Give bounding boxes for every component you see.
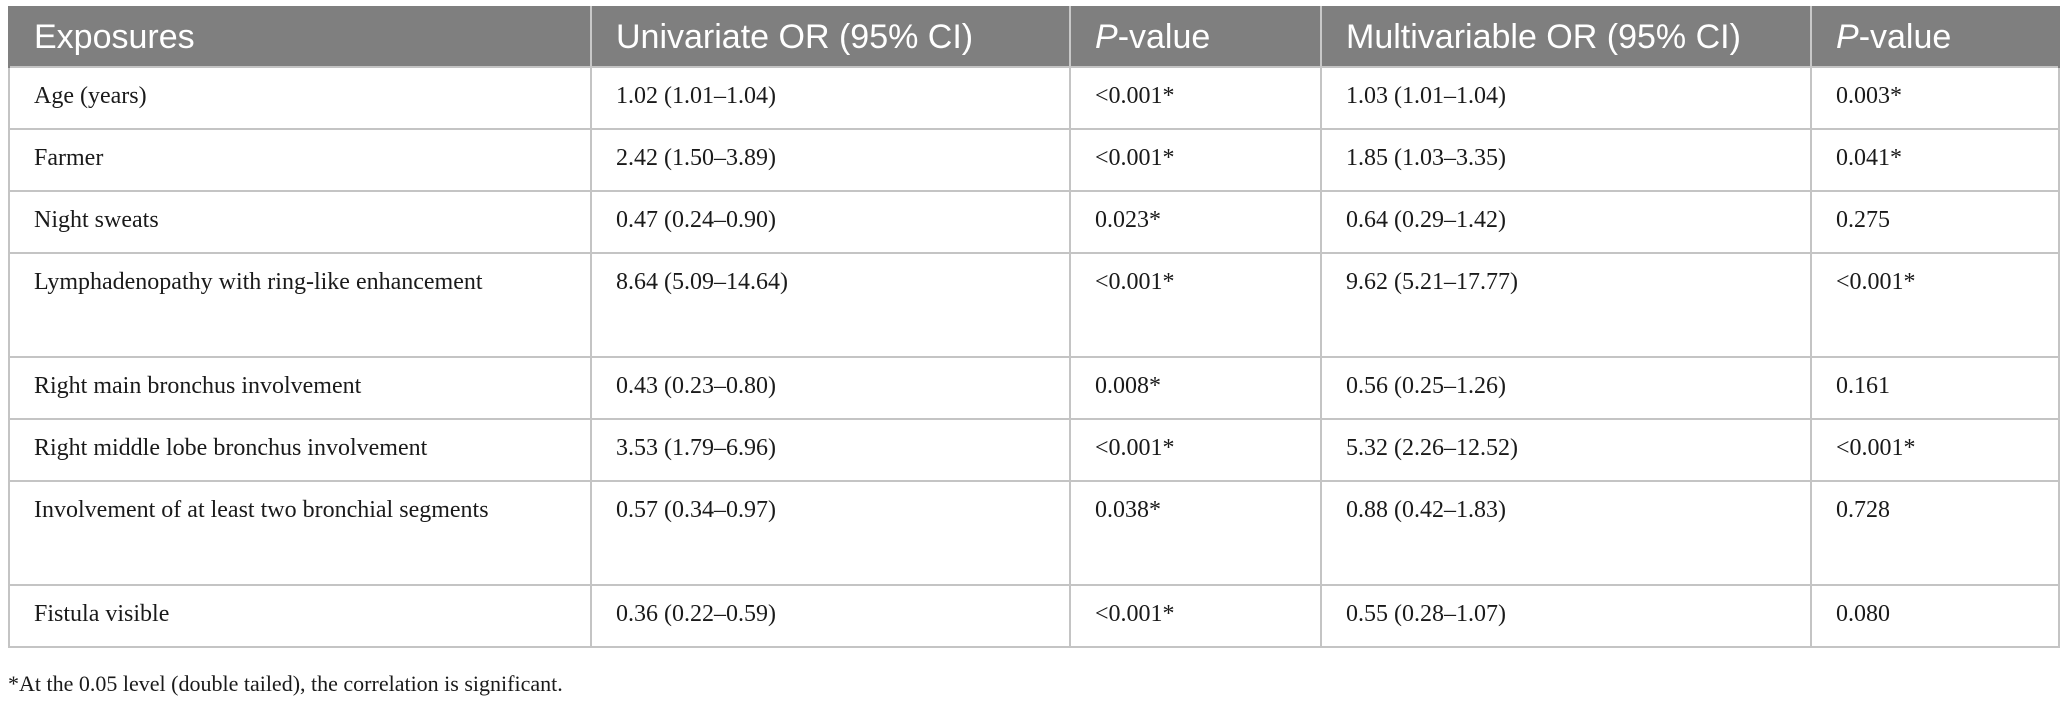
table-row: Age (years) 1.02 (1.01–1.04) <0.001* 1.0…	[8, 66, 2060, 130]
cell-univariate-or: 2.42 (1.50–3.89)	[590, 128, 1071, 192]
table-row: Right middle lobe bronchus involvement 3…	[8, 418, 2060, 482]
cell-multivariable-or: 1.85 (1.03–3.35)	[1320, 128, 1812, 192]
results-table-container: Exposures Univariate OR (95% CI) P-value…	[8, 6, 2060, 648]
cell-multivariable-or: 0.64 (0.29–1.42)	[1320, 190, 1812, 254]
cell-exposure: Right middle lobe bronchus involvement	[8, 418, 592, 482]
table-footnote: *At the 0.05 level (double tailed), the …	[8, 671, 563, 696]
cell-univariate-or: 3.53 (1.79–6.96)	[590, 418, 1071, 482]
cell-multivariable-or: 0.88 (0.42–1.83)	[1320, 480, 1812, 586]
cell-exposure: Farmer	[8, 128, 592, 192]
cell-multivariable-p: <0.001*	[1810, 252, 2060, 358]
cell-univariate-p: 0.023*	[1069, 190, 1322, 254]
cell-univariate-p: <0.001*	[1069, 66, 1322, 130]
cell-multivariable-p: 0.080	[1810, 584, 2060, 648]
cell-multivariable-p: 0.275	[1810, 190, 2060, 254]
table-row: Farmer 2.42 (1.50–3.89) <0.001* 1.85 (1.…	[8, 128, 2060, 192]
odds-ratio-table: Exposures Univariate OR (95% CI) P-value…	[8, 6, 2060, 648]
cell-univariate-p: 0.008*	[1069, 356, 1322, 420]
cell-univariate-p: <0.001*	[1069, 584, 1322, 648]
cell-multivariable-or: 9.62 (5.21–17.77)	[1320, 252, 1812, 358]
cell-multivariable-or: 0.55 (0.28–1.07)	[1320, 584, 1812, 648]
cell-exposure: Involvement of at least two bronchial se…	[8, 480, 592, 586]
cell-univariate-or: 1.02 (1.01–1.04)	[590, 66, 1071, 130]
header-univariate-p-value: P-value	[1069, 6, 1322, 67]
header-multivariable-or: Multivariable OR (95% CI)	[1320, 6, 1812, 67]
cell-multivariable-or: 0.56 (0.25–1.26)	[1320, 356, 1812, 420]
table-row: Right main bronchus involvement 0.43 (0.…	[8, 356, 2060, 420]
cell-univariate-or: 0.36 (0.22–0.59)	[590, 584, 1071, 648]
cell-exposure: Lymphadenopathy with ring-like enhanceme…	[8, 252, 592, 358]
cell-univariate-or: 0.47 (0.24–0.90)	[590, 190, 1071, 254]
cell-multivariable-or: 1.03 (1.01–1.04)	[1320, 66, 1812, 130]
header-univariate-or: Univariate OR (95% CI)	[590, 6, 1071, 67]
cell-exposure: Night sweats	[8, 190, 592, 254]
cell-exposure: Age (years)	[8, 66, 592, 130]
cell-multivariable-p: 0.161	[1810, 356, 2060, 420]
table-row: Fistula visible 0.36 (0.22–0.59) <0.001*…	[8, 584, 2060, 648]
header-multivariable-p-value: P-value	[1810, 6, 2060, 67]
cell-univariate-or: 0.57 (0.34–0.97)	[590, 480, 1071, 586]
cell-univariate-or: 0.43 (0.23–0.80)	[590, 356, 1071, 420]
header-exposures: Exposures	[8, 6, 592, 67]
cell-multivariable-p: 0.728	[1810, 480, 2060, 586]
table-header-row: Exposures Univariate OR (95% CI) P-value…	[8, 6, 2060, 67]
cell-multivariable-p: <0.001*	[1810, 418, 2060, 482]
cell-univariate-p: <0.001*	[1069, 128, 1322, 192]
cell-multivariable-p: 0.003*	[1810, 66, 2060, 130]
cell-exposure: Fistula visible	[8, 584, 592, 648]
cell-univariate-or: 8.64 (5.09–14.64)	[590, 252, 1071, 358]
cell-univariate-p: <0.001*	[1069, 418, 1322, 482]
cell-univariate-p: <0.001*	[1069, 252, 1322, 358]
cell-exposure: Right main bronchus involvement	[8, 356, 592, 420]
table-row: Night sweats 0.47 (0.24–0.90) 0.023* 0.6…	[8, 190, 2060, 254]
table-row: Lymphadenopathy with ring-like enhanceme…	[8, 252, 2060, 358]
cell-multivariable-p: 0.041*	[1810, 128, 2060, 192]
table-row: Involvement of at least two bronchial se…	[8, 480, 2060, 586]
cell-univariate-p: 0.038*	[1069, 480, 1322, 586]
cell-multivariable-or: 5.32 (2.26–12.52)	[1320, 418, 1812, 482]
